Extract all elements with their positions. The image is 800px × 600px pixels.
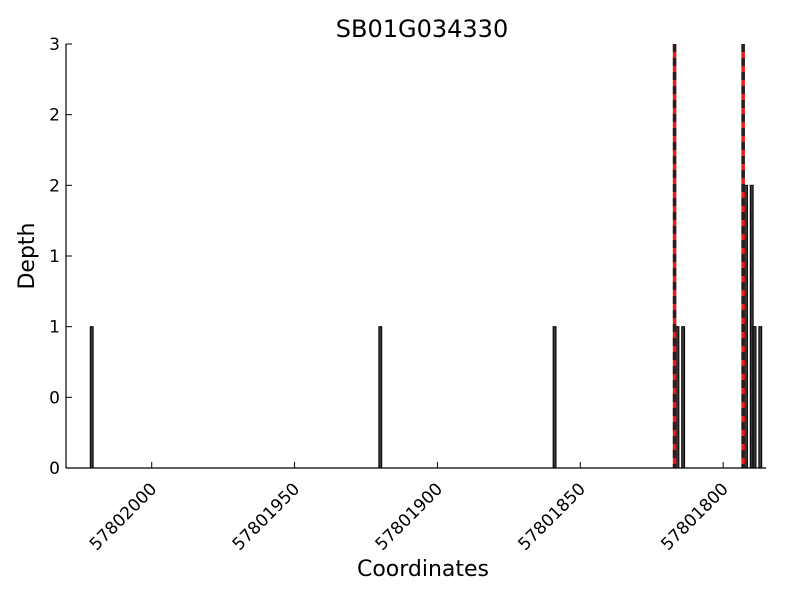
y-tick-label-0: 0 — [49, 459, 60, 479]
bar-4 — [681, 326, 686, 469]
y-tick-label-6: 3 — [49, 35, 60, 55]
y-tick-label-5: 2 — [49, 106, 60, 126]
x-tick-label-2: 57801900 — [372, 479, 447, 554]
bar-8 — [758, 326, 763, 469]
x-tick-label-1: 57801950 — [229, 479, 304, 554]
bars — [89, 184, 763, 469]
bar-1 — [378, 326, 383, 469]
y-tick-label-2: 1 — [49, 318, 60, 338]
bar-5 — [744, 184, 748, 469]
x-tick-label-3: 57801850 — [514, 479, 589, 554]
chart-title: SB01G034330 — [336, 15, 508, 43]
x-axis-label: Coordinates — [357, 557, 489, 582]
ticks: 0 0 1 1 2 2 3 57802000 57801950 57801900 57801850 5… — [49, 35, 733, 555]
axes — [65, 44, 766, 469]
y-tick-label-3: 1 — [49, 247, 60, 267]
y-tick-label-1: 0 — [49, 388, 60, 408]
bar-7 — [752, 326, 757, 469]
y-tick-label-4: 2 — [49, 176, 60, 196]
x-tick-label-0: 57802000 — [86, 479, 161, 554]
bar-3 — [675, 326, 680, 469]
x-tick-label-4: 57801800 — [657, 479, 732, 554]
bar-2 — [552, 326, 557, 469]
vertical-markers — [672, 44, 745, 468]
bar-0 — [89, 326, 94, 469]
y-axis-label: Depth — [15, 222, 40, 289]
